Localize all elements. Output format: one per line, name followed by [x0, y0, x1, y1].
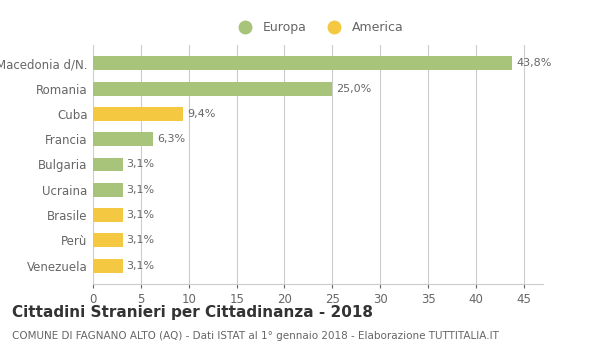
- Bar: [93, 82, 332, 96]
- Bar: [93, 107, 183, 121]
- Bar: [93, 56, 512, 70]
- Legend: Europa, America: Europa, America: [233, 21, 403, 35]
- Text: 3,1%: 3,1%: [127, 236, 155, 245]
- Bar: [93, 132, 154, 146]
- Text: 3,1%: 3,1%: [127, 210, 155, 220]
- Text: COMUNE DI FAGNANO ALTO (AQ) - Dati ISTAT al 1° gennaio 2018 - Elaborazione TUTTI: COMUNE DI FAGNANO ALTO (AQ) - Dati ISTAT…: [12, 331, 499, 341]
- Text: 3,1%: 3,1%: [127, 160, 155, 169]
- Text: Cittadini Stranieri per Cittadinanza - 2018: Cittadini Stranieri per Cittadinanza - 2…: [12, 304, 373, 320]
- Text: 9,4%: 9,4%: [187, 109, 215, 119]
- Text: 43,8%: 43,8%: [516, 58, 551, 68]
- Text: 6,3%: 6,3%: [157, 134, 185, 144]
- Bar: [93, 208, 122, 222]
- Text: 25,0%: 25,0%: [336, 84, 371, 93]
- Text: 3,1%: 3,1%: [127, 185, 155, 195]
- Bar: [93, 183, 122, 197]
- Bar: [93, 233, 122, 247]
- Bar: [93, 158, 122, 172]
- Bar: [93, 259, 122, 273]
- Text: 3,1%: 3,1%: [127, 261, 155, 271]
